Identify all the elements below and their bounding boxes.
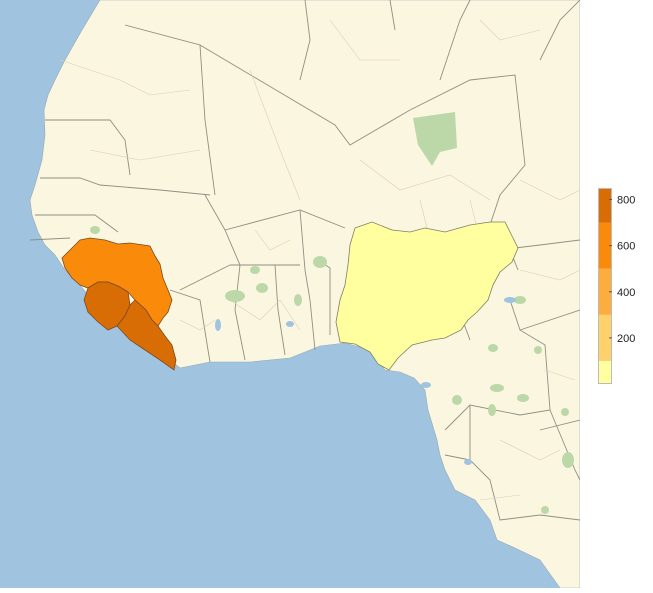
legend-tick-label: 800 [617, 195, 635, 207]
map-svg [0, 0, 581, 589]
legend-bin-2 [598, 268, 612, 315]
legend-bin-3 [598, 222, 612, 269]
legend-frame [598, 188, 612, 384]
region-nigeria[interactable] [335, 221, 519, 371]
parks [90, 112, 574, 514]
legend: 800 600 400 200 [598, 186, 653, 386]
map-canvas[interactable] [0, 0, 581, 589]
water-features [215, 297, 516, 465]
legend-bin-4 [598, 188, 612, 223]
legend-bin-1 [598, 314, 612, 361]
country-borders [29, 0, 581, 521]
legend-bin-0 [598, 360, 612, 384]
legend-tick-label: 600 [617, 241, 635, 253]
legend-tick-label: 400 [617, 287, 635, 299]
legend-tick-label: 200 [617, 333, 635, 345]
legend-svg: 800 600 400 200 [598, 188, 635, 384]
region-liberia[interactable] [116, 299, 177, 371]
